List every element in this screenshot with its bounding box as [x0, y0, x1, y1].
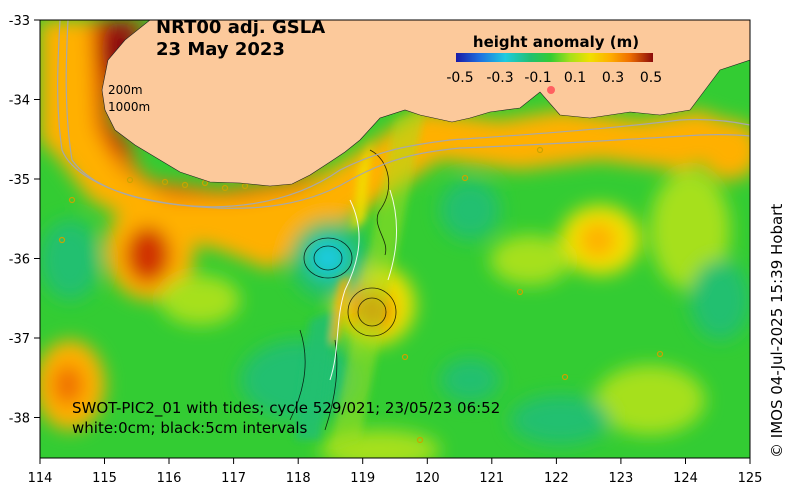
x-tick-label: 118	[286, 471, 311, 486]
track-dots	[58, 146, 664, 444]
x-tick-label: 114	[28, 471, 53, 486]
isobath-label-1000m: 1000m	[108, 100, 150, 114]
colorbar-gradient	[456, 53, 653, 62]
imos-credit: © IMOS 04-Jul-2025 15:39 Hobart	[768, 204, 786, 458]
station-marker	[547, 86, 555, 94]
plot-frame	[39, 19, 751, 459]
caption-line1: SWOT-PIC2_01 with tides; cycle 529/021; …	[72, 399, 500, 418]
colorbar-title: height anomaly (m)	[473, 33, 639, 51]
colorbar-tick: -0.1	[524, 70, 551, 86]
x-tick-label: 122	[544, 471, 569, 486]
x-tick-label: 125	[738, 471, 763, 486]
x-tick-label: 116	[157, 471, 182, 486]
anomaly-field	[40, 20, 750, 458]
caption-line2: white:0cm; black:5cm intervals	[72, 419, 308, 437]
y-tick-label: -37	[9, 332, 30, 347]
x-tick-label: 123	[608, 471, 633, 486]
x-tick-label: 117	[221, 471, 246, 486]
y-tick-label: -36	[9, 253, 30, 268]
isobath-lines	[57, 20, 750, 209]
x-tick-label: 124	[673, 471, 698, 486]
map-title-line1: NRT00 adj. GSLA	[156, 17, 325, 38]
y-tick-label: -35	[9, 173, 30, 188]
colorbar-tick: -0.5	[446, 70, 473, 86]
y-tick-labels: -33 -34 -35 -36 -37 -38	[9, 14, 30, 427]
isobath-label-200m: 200m	[108, 83, 143, 97]
colorbar-tick: 0.3	[602, 70, 624, 86]
x-tick-label: 115	[92, 471, 117, 486]
y-axis	[34, 19, 40, 418]
colorbar-tick: -0.3	[486, 70, 513, 86]
x-tick-label: 120	[415, 471, 440, 486]
x-tick-labels: 114 115 116 117 118 119 120 121 122 123 …	[28, 471, 763, 486]
colorbar: height anomaly (m) -0.5 -0.3 -0.1 0.1 0.…	[446, 33, 662, 86]
colorbar-tick: 0.5	[640, 70, 662, 86]
y-tick-label: -33	[9, 14, 30, 29]
x-tick-label: 119	[350, 471, 375, 486]
y-tick-label: -38	[9, 412, 30, 427]
colorbar-tick: 0.1	[564, 70, 586, 86]
y-tick-label: -34	[9, 94, 30, 109]
map-title-line2: 23 May 2023	[156, 39, 285, 60]
x-axis	[39, 458, 751, 464]
x-tick-label: 121	[479, 471, 504, 486]
